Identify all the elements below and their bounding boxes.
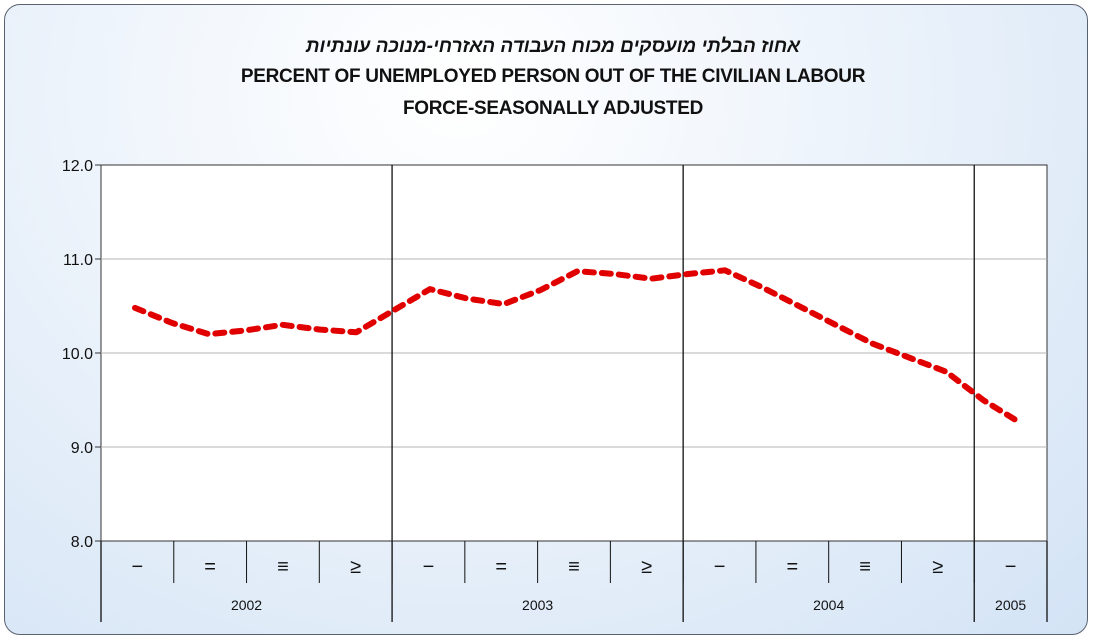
x-quarter-label: ≡ [859,556,871,578]
chart-title-block: אחוז הבלתי מועסקים מכוח העבודה האזרחי-מנ… [113,33,993,125]
x-quarter-label: − [714,556,726,578]
y-tick-label: 11.0 [63,252,93,269]
series-unemployment [132,267,1023,426]
y-tick-label: 9.0 [71,440,93,457]
x-quarter-label: ≥ [350,556,361,578]
x-year-label: 2002 [231,597,262,613]
x-quarter-label: − [1005,556,1017,578]
x-quarter-label: = [786,556,798,578]
x-axis: − = ≡ ≥ − = ≡ ≥ − = ≡ ≥ − 2002 2003 2004 2005 [132,541,1026,613]
y-axis-ticks: 8.0 9.0 10.0 11.0 12.0 [62,158,101,551]
chart-title-hebrew: אחוז הבלתי מועסקים מכוח העבודה האזרחי-מנ… [305,36,801,57]
chart-title-english-line2: FORCE-SEASONALLY ADJUSTED [402,98,704,119]
y-tick-label: 12.0 [62,158,93,175]
y-tick-label: 10.0 [62,346,93,363]
x-quarter-label: − [423,556,435,578]
x-quarter-label: = [204,556,216,578]
x-quarter-label: = [495,556,507,578]
x-quarter-label: ≡ [277,556,289,578]
x-quarter-label: ≥ [641,556,652,578]
series-line [132,267,1023,426]
x-quarter-label: ≡ [568,556,580,578]
y-tick-label: 8.0 [71,534,93,551]
x-quarter-label: − [132,556,144,578]
x-year-label: 2003 [522,597,553,613]
x-quarter-label: ≥ [932,556,943,578]
x-year-label: 2005 [995,597,1026,613]
x-year-label: 2004 [813,597,844,613]
chart-title-english-line1: PERCENT OF UNEMPLOYED PERSON OUT OF THE … [240,66,866,87]
